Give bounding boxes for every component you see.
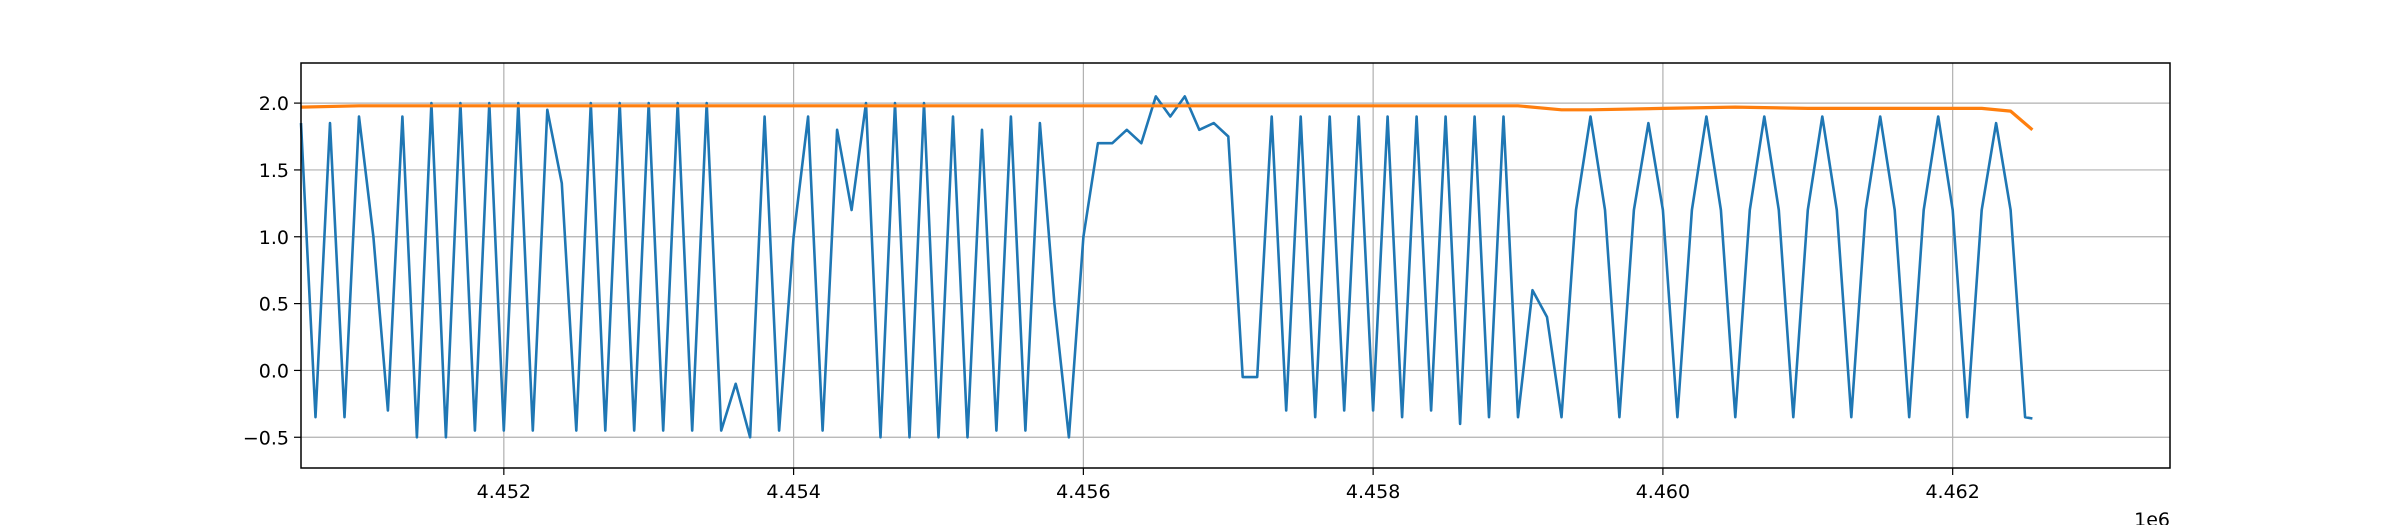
x-tick-label: 4.452 (477, 481, 531, 503)
y-tick-label: 1.5 (259, 160, 289, 182)
x-axis-offset-label: 1e6 (2134, 509, 2170, 525)
x-tick-label: 4.454 (766, 481, 820, 503)
series-lines (299, 95, 2034, 439)
y-tick-label: 0.5 (259, 294, 289, 316)
x-tick-label: 4.456 (1056, 481, 1110, 503)
y-tick-label: 0.0 (259, 360, 289, 382)
x-tick-label: 4.458 (1346, 481, 1400, 503)
y-tick-label: −0.5 (243, 427, 289, 449)
axis-ticks: 4.452 4.454 4.456 4.458 4.460 4.462 −0.5 0.0 0.5… (243, 93, 1980, 503)
series-line-orange (300, 104, 2034, 132)
series-line-blue (299, 95, 2033, 439)
y-tick-label: 2.0 (259, 93, 289, 115)
y-tick-label: 1.0 (259, 227, 289, 249)
x-tick-label: 4.460 (1636, 481, 1690, 503)
x-tick-label: 4.462 (1925, 481, 1979, 503)
plot-frame (300, 62, 2171, 469)
